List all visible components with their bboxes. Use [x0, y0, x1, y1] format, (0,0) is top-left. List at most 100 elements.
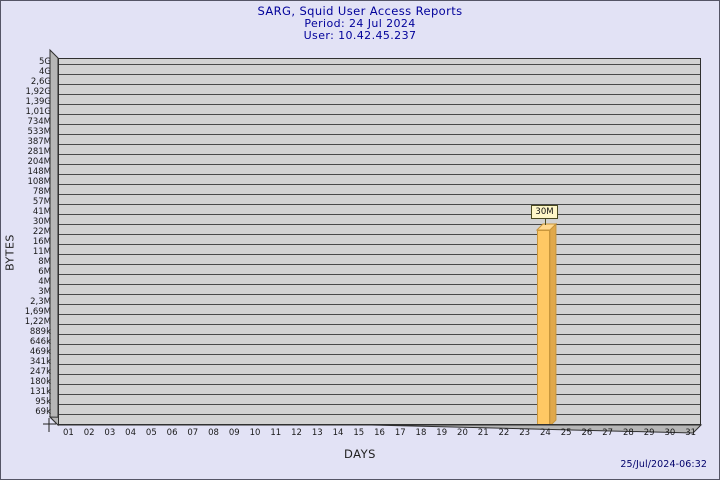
x-tick-label: 17: [394, 428, 406, 438]
x-tick-label: 05: [145, 428, 157, 438]
gridline: [59, 254, 700, 255]
x-tick-label: 12: [291, 428, 302, 438]
y-tick-label: 889k: [29, 327, 51, 337]
x-tick-label: 09: [228, 428, 240, 438]
report-user: User: 10.42.45.237: [303, 29, 417, 43]
x-tick-label: 26: [581, 428, 593, 438]
y-tick-label: 11M: [32, 247, 51, 257]
x-tick-label: 27: [602, 428, 614, 438]
gridline: [59, 234, 700, 235]
gridlines: [59, 59, 700, 424]
gridline: [59, 374, 700, 375]
y-tick-label: 6M: [38, 267, 51, 277]
y-tick-label: 30M: [32, 217, 51, 227]
x-tick-label: 19: [436, 428, 448, 438]
y-tick-label: 69k: [35, 407, 51, 417]
chart-title-block: SARG, Squid User Access Reports Period: …: [1, 5, 719, 43]
gridline: [59, 274, 700, 275]
gridline: [59, 74, 700, 75]
y-axis-title: BYTES: [3, 234, 17, 271]
y-tick-label: 1,01G: [25, 107, 51, 117]
y-tick-label: 646k: [29, 337, 51, 347]
gridline: [59, 244, 700, 245]
gridline: [59, 264, 700, 265]
gridline: [59, 104, 700, 105]
x-tick-label: 04: [125, 428, 136, 438]
gridline: [59, 314, 700, 315]
gridline: [59, 414, 700, 415]
generation-timestamp: 25/Jul/2024-06:32: [620, 459, 707, 470]
gridline: [59, 304, 700, 305]
y-tick-label: 469k: [29, 347, 51, 357]
y-tick-label: 22M: [32, 227, 51, 237]
gridline: [59, 404, 700, 405]
y-tick-label: 108M: [27, 177, 51, 187]
y-tick-label: 204M: [27, 157, 51, 167]
gridline: [59, 384, 700, 385]
y-tick-label: 4G: [39, 67, 51, 77]
gridline: [59, 124, 700, 125]
y-tick-label: 387M: [27, 137, 51, 147]
y-axis-ticks: 5G 4G 2,6G 1,92G 1,39G 1,01G 734M 533M 387M 281M 2…: [1, 1, 51, 479]
x-tick-label: 01: [62, 428, 74, 438]
x-tick-label: 25: [560, 428, 572, 438]
y-tick-label: 4M: [38, 277, 51, 287]
y-tick-label: 16M: [32, 237, 51, 247]
y-tick-label: 533M: [27, 127, 51, 137]
plot-face: [58, 58, 701, 425]
y-tick-label: 2,6G: [30, 77, 51, 87]
y-tick-label: 281M: [27, 147, 51, 157]
y-tick-label: 247k: [29, 367, 51, 377]
gridline: [59, 94, 700, 95]
y-tick-label: 78M: [32, 187, 51, 197]
page-title: SARG, Squid User Access Reports: [257, 4, 463, 18]
x-axis-title: DAYS: [344, 447, 376, 461]
x-tick-label: 07: [187, 428, 199, 438]
y-tick-label: 1,69M: [24, 307, 51, 317]
x-tick-label: 16: [374, 428, 385, 438]
y-tick-label: 95k: [35, 397, 51, 407]
y-tick-label: 148M: [27, 167, 51, 177]
y-tick-label: 5G: [39, 57, 51, 67]
y-tick-label: 41M: [32, 207, 51, 217]
gridline: [59, 394, 700, 395]
gridline: [59, 164, 700, 165]
x-tick-label: 22: [498, 428, 510, 438]
x-tick-label: 23: [519, 428, 531, 438]
gridline: [59, 224, 700, 225]
y-tick-label: 1,39G: [25, 97, 51, 107]
x-tick-label: 31: [685, 428, 697, 438]
gridline: [59, 134, 700, 135]
y-tick-label: 1,22M: [24, 317, 51, 327]
y-tick-label: 3M: [38, 287, 51, 297]
bar-3d-faces: [535, 222, 558, 424]
report-period: Period: 24 Jul 2024: [304, 16, 416, 30]
x-tick-label: 21: [477, 428, 489, 438]
bar-label-stem: [545, 217, 547, 225]
gridline: [59, 64, 700, 65]
y-tick-label: 2,3M: [30, 297, 51, 307]
x-tick-label: 06: [166, 428, 178, 438]
y-tick-label: 734M: [27, 117, 51, 127]
y-tick-label: 131k: [29, 387, 51, 397]
gridline: [59, 154, 700, 155]
gridline: [59, 284, 700, 285]
gridline: [59, 214, 700, 215]
gridline: [59, 344, 700, 345]
x-tick-label: 08: [208, 428, 219, 438]
x-tick-label: 10: [249, 428, 261, 438]
x-tick-label: 02: [83, 428, 95, 438]
x-tick-label: 30: [664, 428, 676, 438]
gridline: [59, 324, 700, 325]
x-tick-label: 11: [270, 428, 282, 438]
x-tick-label: 29: [643, 428, 655, 438]
gridline: [59, 84, 700, 85]
gridline: [59, 114, 700, 115]
gridline: [59, 204, 700, 205]
x-tick-label: 20: [457, 428, 468, 438]
x-tick-label: 28: [622, 428, 634, 438]
gridline: [59, 364, 700, 365]
y-tick-label: 341k: [29, 357, 51, 367]
